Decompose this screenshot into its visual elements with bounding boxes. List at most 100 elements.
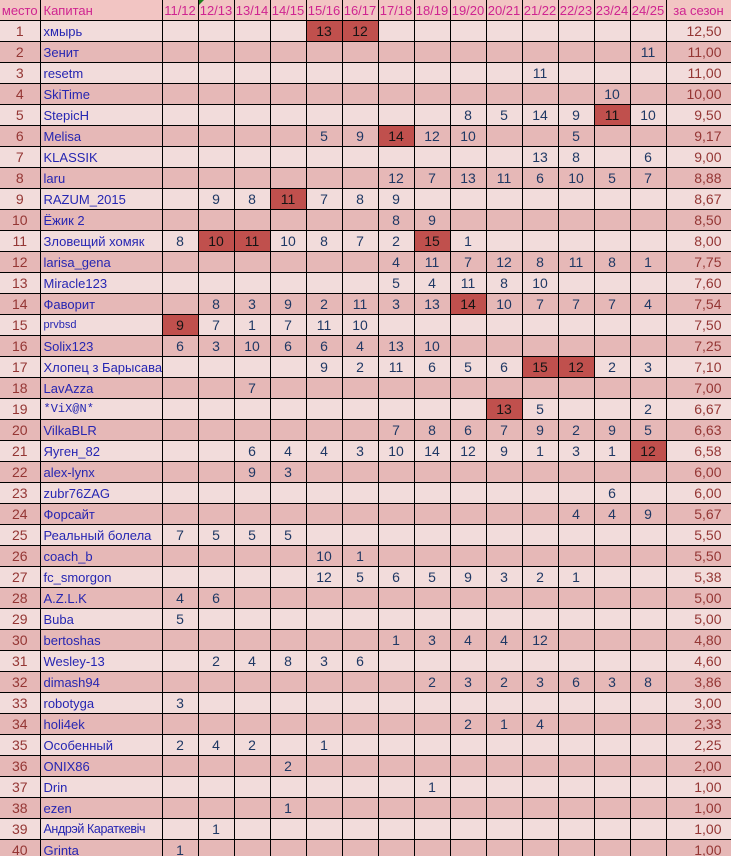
season-cell bbox=[449, 818, 487, 840]
season-cell: 9 bbox=[305, 356, 343, 378]
season-cell bbox=[377, 314, 415, 336]
season-cell bbox=[521, 335, 559, 357]
season-cell bbox=[485, 125, 523, 147]
season-cell bbox=[233, 146, 271, 168]
season-cell bbox=[413, 713, 451, 735]
table-row: 21 Яуген_82 6 4 4 3 10 14 12 9 1 3 1 12 6,58 bbox=[0, 440, 731, 462]
season-cell bbox=[629, 83, 667, 105]
table-row: 20 VilkaBLR 7 8 6 7 9 2 9 5 6,63 bbox=[0, 419, 731, 441]
season-cell: 13 bbox=[377, 335, 415, 357]
season-cell: 2 bbox=[413, 671, 451, 693]
season-cell bbox=[449, 461, 487, 483]
season-cell: 5 bbox=[197, 524, 235, 546]
season-cell bbox=[413, 755, 451, 777]
season-cell: 9 bbox=[557, 104, 595, 126]
season-cell: 7 bbox=[233, 377, 271, 399]
season-cell bbox=[269, 398, 307, 420]
season-cell: 4 bbox=[449, 629, 487, 651]
season-cell bbox=[413, 692, 451, 714]
season-avg-cell: 2,00 bbox=[665, 755, 731, 777]
season-cell bbox=[593, 587, 631, 609]
season-cell bbox=[341, 503, 379, 525]
season-cell bbox=[377, 755, 415, 777]
season-cell: 9 bbox=[341, 125, 379, 147]
place-cell: 3 bbox=[0, 62, 41, 84]
season-cell bbox=[593, 524, 631, 546]
header-cell-season-20-21: 20/21 bbox=[485, 0, 523, 21]
season-cell: 8 bbox=[341, 188, 379, 210]
season-cell bbox=[269, 545, 307, 567]
season-cell bbox=[629, 377, 667, 399]
table-row: 25 Реальный болела 7 5 5 5 5,50 bbox=[0, 524, 731, 546]
season-cell: 3 bbox=[521, 671, 559, 693]
season-cell: 8 bbox=[629, 671, 667, 693]
place-cell: 16 bbox=[0, 335, 41, 357]
season-cell bbox=[593, 692, 631, 714]
place-cell: 40 bbox=[0, 839, 41, 856]
season-cell bbox=[377, 818, 415, 840]
season-cell bbox=[413, 650, 451, 672]
place-cell: 4 bbox=[0, 83, 41, 105]
season-cell: 6 bbox=[629, 146, 667, 168]
season-cell bbox=[413, 188, 451, 210]
season-cell bbox=[341, 251, 379, 273]
season-cell bbox=[485, 755, 523, 777]
table-row: 36 ONIX86 2 2,00 bbox=[0, 755, 731, 777]
season-cell: 9 bbox=[629, 503, 667, 525]
captain-name-cell: ezen bbox=[39, 797, 163, 819]
place-cell: 17 bbox=[0, 356, 41, 378]
season-cell: 7 bbox=[629, 167, 667, 189]
table-row: 7 KLASSIK 13 8 6 9,00 bbox=[0, 146, 731, 168]
season-cell: 9 bbox=[377, 188, 415, 210]
season-cell: 4 bbox=[269, 440, 307, 462]
season-cell: 10 bbox=[521, 272, 559, 294]
season-cell: 9 bbox=[269, 293, 307, 315]
season-cell bbox=[449, 503, 487, 525]
season-cell bbox=[629, 566, 667, 588]
season-cell: 1 bbox=[305, 734, 343, 756]
season-cell: 6 bbox=[557, 671, 595, 693]
season-cell bbox=[413, 83, 451, 105]
header-cell-season-21-22: 21/22 bbox=[521, 0, 559, 21]
season-cell bbox=[449, 797, 487, 819]
season-cell-highlighted: 12 bbox=[341, 20, 379, 42]
season-cell bbox=[161, 20, 199, 42]
place-cell: 20 bbox=[0, 419, 41, 441]
season-cell bbox=[161, 62, 199, 84]
season-cell: 4 bbox=[233, 650, 271, 672]
season-cell bbox=[161, 545, 199, 567]
place-cell: 25 bbox=[0, 524, 41, 546]
season-cell bbox=[449, 608, 487, 630]
season-cell: 1 bbox=[557, 566, 595, 588]
season-cell bbox=[629, 314, 667, 336]
season-cell: 2 bbox=[521, 566, 559, 588]
place-cell: 22 bbox=[0, 461, 41, 483]
season-cell: 10 bbox=[593, 83, 631, 105]
season-avg-cell: 9,17 bbox=[665, 125, 731, 147]
place-cell: 2 bbox=[0, 41, 41, 63]
season-cell bbox=[413, 524, 451, 546]
season-avg-cell: 4,60 bbox=[665, 650, 731, 672]
season-cell bbox=[377, 692, 415, 714]
season-cell bbox=[269, 83, 307, 105]
season-cell bbox=[197, 20, 235, 42]
season-cell: 3 bbox=[557, 440, 595, 462]
place-cell: 18 bbox=[0, 377, 41, 399]
season-cell bbox=[197, 41, 235, 63]
season-cell bbox=[449, 839, 487, 856]
season-cell: 4 bbox=[485, 629, 523, 651]
season-cell bbox=[269, 587, 307, 609]
season-cell bbox=[449, 650, 487, 672]
season-cell bbox=[413, 839, 451, 856]
season-cell bbox=[521, 734, 559, 756]
season-cell: 10 bbox=[557, 167, 595, 189]
season-cell: 5 bbox=[341, 566, 379, 588]
season-cell bbox=[377, 671, 415, 693]
season-cell: 7 bbox=[269, 314, 307, 336]
season-cell bbox=[269, 272, 307, 294]
season-cell bbox=[593, 377, 631, 399]
season-cell bbox=[593, 818, 631, 840]
season-cell bbox=[269, 734, 307, 756]
season-cell bbox=[197, 692, 235, 714]
